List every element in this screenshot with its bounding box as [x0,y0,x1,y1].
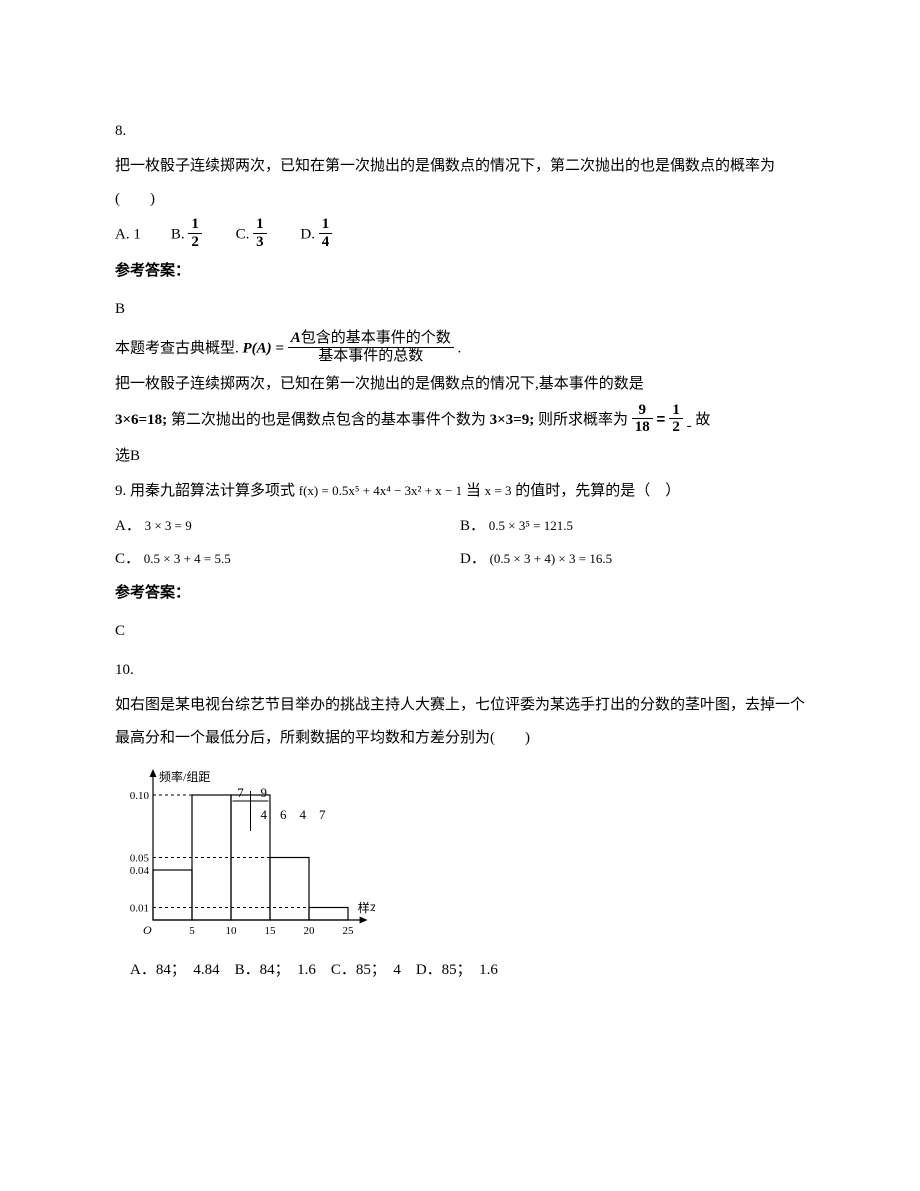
opt-math: 0.5 × 3⁵ = 121.5 [489,518,573,533]
text-e: 故 [695,412,710,428]
q8-optC-prefix: C. [206,226,254,242]
PA-frac: A包含的基本事件的个数 基本事件的总数 [288,330,454,364]
PA-label: P(A) = [243,340,288,356]
q8-optB-frac: 1 2 [188,216,202,250]
svg-text:0.05: 0.05 [130,852,150,864]
svg-text:5: 5 [189,925,195,937]
PA-den: 基本事件的总数 [288,347,454,365]
equals: = [656,411,669,428]
svg-text:0.10: 0.10 [130,790,150,802]
svg-text:4 6 4 7: 4 6 4 7 [261,807,327,822]
opt-math: (0.5 × 3 + 4) × 3 = 16.5 [490,551,612,566]
q8-optC-frac: 1 3 [253,216,267,250]
frac-den: 2 [188,233,202,251]
q9-optC: C． 0.5 × 3 + 4 = 5.5 [115,543,460,576]
q8-optA-prefix: A. 1 B. [115,226,188,242]
opt-math: 3 × 3 = 9 [145,518,192,533]
q9-xval: x = 3 [485,483,512,498]
q10-options: A．84； 4.84 B．84； 1.6 C．85； 4 D．85； 1.6 [115,954,805,987]
period: . [458,340,462,356]
q8-answer-heading: 参考答案： [115,254,805,287]
q9-answer-heading: 参考答案： [115,576,805,609]
text-d: 则所求概率为 [538,412,628,428]
svg-text:0.04: 0.04 [130,865,150,877]
opt-label: A． [115,518,141,534]
svg-text:25: 25 [343,925,355,937]
q9-options-row-1: A． 3 × 3 = 9 B． 0.5 × 3⁵ = 121.5 [115,510,805,543]
svg-text:9: 9 [261,785,268,800]
svg-text:10: 10 [226,925,238,937]
frac-9-18: 9 18 [632,402,653,436]
q8-expl-1: 本题考查古典概型. P(A) = A包含的基本事件的个数 基本事件的总数 . [115,332,805,366]
q8-stem: 把一枚骰子连续掷两次，已知在第一次抛出的是偶数点的情况下，第二次抛出的也是偶数点… [115,150,805,216]
q10-chart: 频率/组距样本数据 0.10 0.050.04 0.01 O 5 10 15 20 25 7 9 4 6… [115,765,375,950]
q8-optD-frac: 1 4 [319,216,333,250]
dash: - [687,418,692,434]
q9-stem-b: 当 [466,483,481,499]
q9-optA: A． 3 × 3 = 9 [115,510,460,543]
svg-text:20: 20 [304,925,316,937]
q8-expl-2: 把一枚骰子连续掷两次，已知在第一次抛出的是偶数点的情况下,基本事件的数是 [115,368,805,401]
q8-number: 8. [115,115,805,148]
svg-text:15: 15 [265,925,277,937]
frac-1-2: 1 2 [669,402,683,436]
text-b: 第二次抛出的也是偶数点包含的基本事件个数为 [171,412,486,428]
svg-text:7: 7 [237,785,244,800]
q9-options-row-2: C． 0.5 × 3 + 4 = 5.5 D． (0.5 × 3 + 4) × … [115,543,805,576]
opt-label: C． [115,551,140,567]
q9-stem-c: 的值时，先算的是（ ） [515,483,680,499]
svg-text:O: O [143,923,152,937]
frac-num: 9 [632,402,653,419]
PA-num: 包含的基本事件的个数 [301,330,451,346]
q10-stem: 如右图是某电视台综艺节目举办的挑战主持人大赛上，七位评委为某选手打出的分数的茎叶… [115,689,805,755]
svg-text:频率/组距: 频率/组距 [159,769,210,784]
frac-num: 1 [669,402,683,419]
q10-number: 10. [115,654,805,687]
frac-den: 2 [669,418,683,436]
q8-options: A. 1 B. 1 2 C. 1 3 D. 1 4 [115,218,805,252]
histogram-svg: 频率/组距样本数据 0.10 0.050.04 0.01 O 5 10 15 20 25 7 9 4 6… [115,765,375,950]
calc-c: 3×3=9; [490,412,535,428]
frac-den: 3 [253,233,267,251]
q9-stem-a: 9. 用秦九韶算法计算多项式 [115,483,295,499]
frac-num: 1 [319,216,333,233]
svg-text:样本数据: 样本数据 [358,900,375,915]
q9-optB: B． 0.5 × 3⁵ = 121.5 [460,510,805,543]
q8-expl-4: 选B [115,440,805,473]
frac-num: 1 [253,216,267,233]
q9-optD: D． (0.5 × 3 + 4) × 3 = 16.5 [460,543,805,576]
frac-den: 18 [632,418,653,436]
q8-expl-3: 3×6=18; 第二次抛出的也是偶数点包含的基本事件个数为 3×3=9; 则所求… [115,403,805,438]
frac-den: 4 [319,233,333,251]
q8-answer: B [115,293,805,326]
opt-label: D． [460,551,486,567]
q9-poly: f(x) = 0.5x⁵ + 4x⁴ − 3x² + x − 1 [299,483,462,498]
calc-a: 3×6=18; [115,412,167,428]
frac-num: 1 [188,216,202,233]
opt-label: B． [460,518,485,534]
q9-answer: C [115,615,805,648]
q8-expl-prefix: 本题考查古典概型. [115,340,239,356]
svg-text:0.01: 0.01 [130,902,149,914]
q9-stem: 9. 用秦九韶算法计算多项式 f(x) = 0.5x⁵ + 4x⁴ − 3x² … [115,475,805,508]
q8-optD-prefix: D. [270,226,318,242]
opt-math: 0.5 × 3 + 4 = 5.5 [144,551,231,566]
